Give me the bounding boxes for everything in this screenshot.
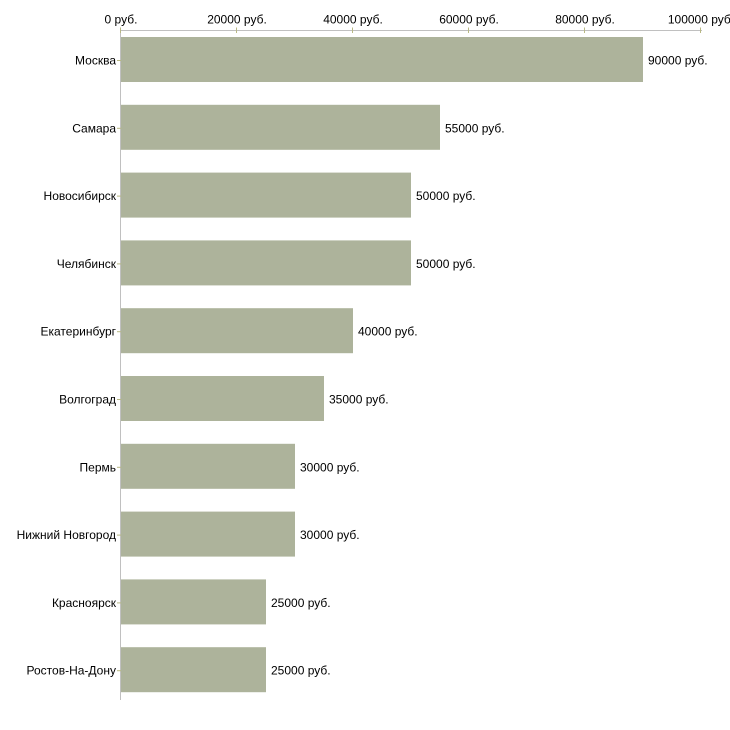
svg-text:Екатеринбург: Екатеринбург (41, 325, 117, 339)
svg-text:0 руб.: 0 руб. (105, 13, 138, 27)
svg-text:Самара: Самара (72, 121, 116, 135)
svg-text:50000 руб.: 50000 руб. (416, 189, 476, 203)
svg-text:20000 руб.: 20000 руб. (207, 13, 267, 27)
svg-text:Новосибирск: Новосибирск (44, 189, 117, 203)
svg-text:Пермь: Пермь (80, 460, 116, 474)
svg-text:40000 руб.: 40000 руб. (358, 325, 418, 339)
svg-text:Волгоград: Волгоград (59, 393, 116, 407)
svg-text:30000 руб.: 30000 руб. (300, 528, 360, 542)
svg-text:Ростов-На-Дону: Ростов-На-Дону (27, 664, 116, 678)
svg-text:35000 руб.: 35000 руб. (329, 393, 389, 407)
svg-text:90000 руб.: 90000 руб. (648, 54, 708, 68)
svg-text:50000 руб.: 50000 руб. (416, 257, 476, 271)
svg-text:25000 руб.: 25000 руб. (271, 596, 331, 610)
svg-text:25000 руб.: 25000 руб. (271, 664, 331, 678)
svg-text:55000 руб.: 55000 руб. (445, 121, 505, 135)
svg-text:Красноярск: Красноярск (52, 596, 117, 610)
svg-text:Москва: Москва (75, 54, 116, 68)
svg-text:40000 руб.: 40000 руб. (323, 13, 383, 27)
svg-text:Нижний Новгород: Нижний Новгород (17, 528, 116, 542)
svg-text:60000 руб.: 60000 руб. (439, 13, 499, 27)
svg-text:80000 руб.: 80000 руб. (555, 13, 615, 27)
svg-text:30000 руб.: 30000 руб. (300, 460, 360, 474)
svg-text:100000 руб.: 100000 руб. (668, 13, 730, 27)
svg-text:Челябинск: Челябинск (57, 257, 117, 271)
